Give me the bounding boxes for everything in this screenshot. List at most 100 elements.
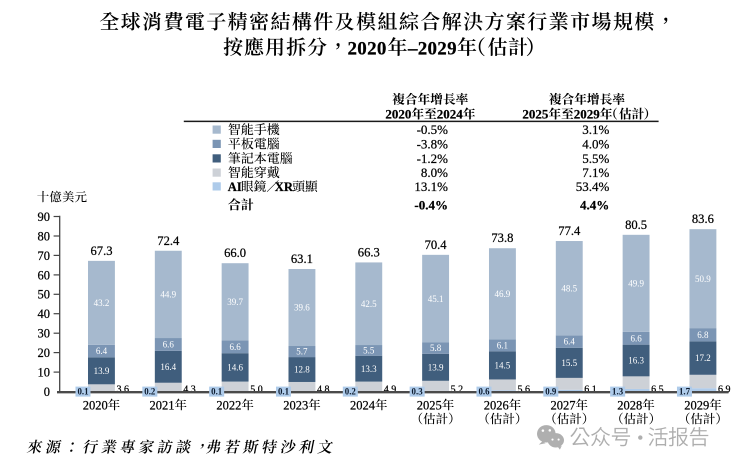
svg-text:5.7: 5.7 [296, 347, 308, 357]
svg-text:0.2: 0.2 [345, 386, 357, 396]
svg-text:-1.2%: -1.2% [417, 151, 449, 166]
svg-text:7.1%: 7.1% [582, 165, 609, 180]
svg-text:6.6: 6.6 [630, 333, 642, 343]
svg-text:2020: 2020 [348, 38, 387, 59]
svg-text:50.9: 50.9 [695, 274, 711, 284]
svg-text:2023: 2023 [283, 398, 308, 412]
svg-text:45.1: 45.1 [428, 294, 444, 304]
svg-text:40: 40 [38, 307, 51, 321]
svg-text:2025: 2025 [417, 398, 442, 412]
svg-text:-0.4%: -0.4% [414, 197, 448, 212]
svg-text:-3.8%: -3.8% [417, 136, 449, 151]
svg-text:5.0: 5.0 [250, 384, 263, 395]
svg-text:30: 30 [38, 327, 51, 341]
svg-text:20: 20 [38, 346, 51, 360]
svg-text:72.4: 72.4 [157, 234, 180, 248]
svg-text:6.8: 6.8 [697, 330, 709, 340]
svg-text:5.5%: 5.5% [582, 151, 609, 166]
svg-text:2029: 2029 [684, 398, 709, 412]
svg-text:6.1: 6.1 [497, 340, 508, 350]
svg-text:3.1%: 3.1% [582, 122, 609, 137]
svg-text:6.4: 6.4 [564, 337, 576, 347]
svg-text:5.2: 5.2 [451, 384, 464, 395]
svg-text:13.1%: 13.1% [414, 179, 448, 194]
svg-text:0.1: 0.1 [77, 386, 88, 396]
svg-text:80: 80 [38, 229, 51, 243]
svg-text:5.8: 5.8 [430, 343, 442, 353]
svg-text:0.1: 0.1 [211, 386, 222, 396]
svg-text:16.4: 16.4 [160, 362, 176, 372]
svg-text:2029: 2029 [418, 38, 457, 59]
svg-text:77.4: 77.4 [558, 224, 581, 238]
svg-text:83.6: 83.6 [692, 212, 714, 226]
svg-text:10: 10 [38, 366, 51, 380]
svg-text:60: 60 [38, 268, 51, 282]
svg-text:6.4: 6.4 [96, 346, 108, 356]
svg-text:67.3: 67.3 [90, 244, 112, 258]
svg-text:1.7: 1.7 [679, 386, 691, 396]
svg-text:1.3: 1.3 [612, 386, 624, 396]
svg-text:XR: XR [275, 180, 294, 194]
svg-text:49.9: 49.9 [628, 278, 644, 288]
svg-text:0.9: 0.9 [545, 386, 557, 396]
svg-text:73.8: 73.8 [491, 231, 513, 245]
svg-text:90: 90 [38, 210, 51, 224]
svg-text:4.8: 4.8 [317, 384, 330, 395]
svg-text:2024: 2024 [437, 106, 464, 121]
svg-text:70.4: 70.4 [425, 238, 448, 252]
svg-text:0.1: 0.1 [278, 386, 289, 396]
svg-text:2027: 2027 [551, 398, 576, 412]
svg-text:4.9: 4.9 [384, 384, 397, 395]
svg-text:0.6: 0.6 [478, 386, 490, 396]
svg-text:0.2: 0.2 [144, 386, 156, 396]
svg-text:13.9: 13.9 [94, 366, 110, 376]
svg-text:5.6: 5.6 [518, 384, 531, 395]
svg-text:50: 50 [38, 288, 51, 302]
svg-text:-0.5%: -0.5% [417, 122, 449, 137]
svg-text:6.6: 6.6 [163, 340, 175, 350]
svg-text:6.6: 6.6 [229, 342, 241, 352]
svg-text:39.7: 39.7 [227, 297, 243, 307]
svg-text:39.6: 39.6 [294, 303, 310, 313]
svg-text:2021: 2021 [150, 398, 175, 412]
svg-text:5.5: 5.5 [363, 346, 375, 356]
svg-text:2025: 2025 [522, 106, 549, 121]
svg-text:13.9: 13.9 [428, 362, 444, 372]
svg-text:12.8: 12.8 [294, 365, 310, 375]
svg-text:48.5: 48.5 [561, 283, 577, 293]
svg-text:16.3: 16.3 [628, 356, 644, 366]
svg-text:14.6: 14.6 [227, 363, 243, 373]
svg-text:2024: 2024 [350, 398, 376, 412]
svg-text:6.1: 6.1 [584, 384, 597, 395]
svg-text:2026: 2026 [484, 398, 509, 412]
svg-text:2022: 2022 [216, 398, 241, 412]
svg-text:63.1: 63.1 [291, 252, 313, 266]
svg-text:3.6: 3.6 [117, 384, 130, 395]
svg-text:70: 70 [38, 249, 51, 263]
svg-text:42.5: 42.5 [361, 299, 377, 309]
svg-text:2020: 2020 [385, 106, 411, 121]
svg-text:2028: 2028 [617, 398, 642, 412]
svg-text:17.2: 17.2 [695, 353, 711, 363]
svg-text:0.3: 0.3 [412, 386, 424, 396]
svg-text:14.5: 14.5 [495, 361, 511, 371]
svg-text:66.3: 66.3 [358, 245, 380, 259]
svg-text:8.0%: 8.0% [421, 165, 448, 180]
svg-text:6.5: 6.5 [651, 384, 664, 395]
svg-text:43.2: 43.2 [94, 298, 110, 308]
svg-text:4.4%: 4.4% [580, 197, 609, 212]
svg-text:AI: AI [228, 180, 242, 194]
svg-text:2029: 2029 [574, 106, 601, 121]
svg-text:80.5: 80.5 [625, 218, 647, 232]
svg-text:53.4%: 53.4% [576, 179, 610, 194]
svg-text:6.9: 6.9 [718, 384, 731, 395]
svg-text:46.9: 46.9 [495, 289, 511, 299]
svg-text:0: 0 [44, 385, 50, 399]
svg-text:4.0%: 4.0% [582, 136, 609, 151]
svg-text:44.9: 44.9 [160, 290, 176, 300]
svg-text:4.3: 4.3 [183, 384, 196, 395]
svg-text:66.0: 66.0 [224, 246, 246, 260]
svg-text:15.5: 15.5 [561, 358, 577, 368]
svg-text:13.3: 13.3 [361, 364, 377, 374]
svg-text:2020: 2020 [83, 398, 108, 412]
